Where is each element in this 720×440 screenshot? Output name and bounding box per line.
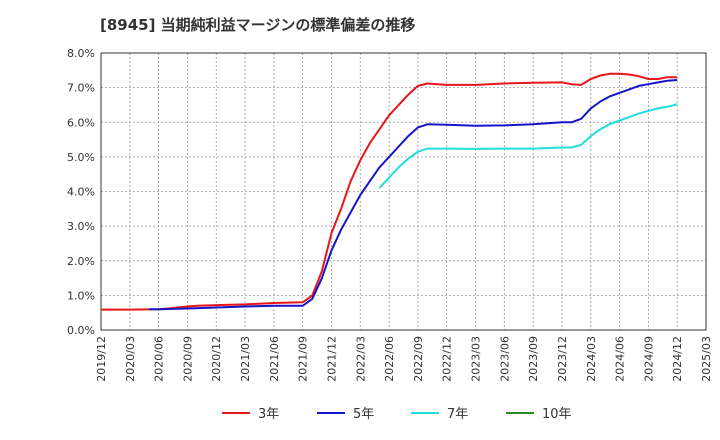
y-tick-label: 2.0% (67, 255, 95, 268)
y-axis: 0.0% 1.0% 2.0% 3.0% 4.0% 5.0% 6.0% 7.0% 8.0% (67, 47, 95, 337)
x-tick-label: 2022/03 (354, 336, 367, 382)
x-tick-label: 2020/12 (210, 336, 223, 382)
x-tick-label: 2024/06 (614, 336, 627, 382)
y-tick-label: 8.0% (67, 47, 95, 60)
x-tick-label: 2019/12 (95, 336, 108, 382)
x-tick-label: 2023/12 (556, 336, 569, 382)
y-tick-label: 3.0% (67, 220, 95, 233)
x-tick-label: 2025/03 (700, 336, 713, 382)
y-tick-label: 6.0% (67, 116, 95, 129)
x-tick-label: 2023/06 (498, 336, 511, 382)
x-tick-label: 2023/03 (470, 336, 483, 382)
x-tick-label: 2021/03 (239, 336, 252, 382)
legend-label-3: 10年 (542, 407, 572, 422)
legend-label-0: 3年 (258, 407, 279, 422)
x-tick-label: 2021/06 (268, 336, 281, 382)
y-tick-label: 4.0% (67, 186, 95, 199)
series-lines (101, 72, 678, 311)
x-axis: 2019/12 2020/03 2020/06 2020/09 2020/12 2021/… (95, 336, 713, 382)
x-tick-label: 2021/09 (297, 336, 310, 382)
series-line-2 (378, 103, 678, 189)
y-tick-label: 1.0% (67, 289, 95, 302)
y-tick-label: 7.0% (67, 82, 95, 95)
x-tick-label: 2023/09 (527, 336, 540, 382)
series-line-1 (149, 79, 678, 311)
x-tick-label: 2020/03 (124, 336, 137, 382)
x-tick-label: 2024/09 (642, 336, 655, 382)
chart-title: [8945] 当期純利益マージンの標準偏差の推移 (100, 16, 415, 34)
y-tick-label: 0.0% (67, 324, 95, 337)
grid (101, 53, 706, 330)
y-tick-label: 5.0% (67, 151, 95, 164)
legend-label-2: 7年 (447, 407, 468, 422)
x-tick-label: 2024/12 (671, 336, 684, 382)
series-line-0 (101, 72, 678, 311)
x-tick-label: 2022/12 (441, 336, 454, 382)
plot-area (100, 52, 707, 331)
x-tick-label: 2020/09 (181, 336, 194, 382)
x-tick-label: 2020/06 (153, 336, 166, 382)
x-tick-label: 2022/06 (383, 336, 396, 382)
x-tick-label: 2021/12 (325, 336, 338, 382)
x-tick-label: 2024/03 (585, 336, 598, 382)
legend-label-1: 5年 (353, 407, 374, 422)
x-tick-label: 2022/09 (412, 336, 425, 382)
legend: 3年 5年 7年 10年 (222, 407, 572, 422)
